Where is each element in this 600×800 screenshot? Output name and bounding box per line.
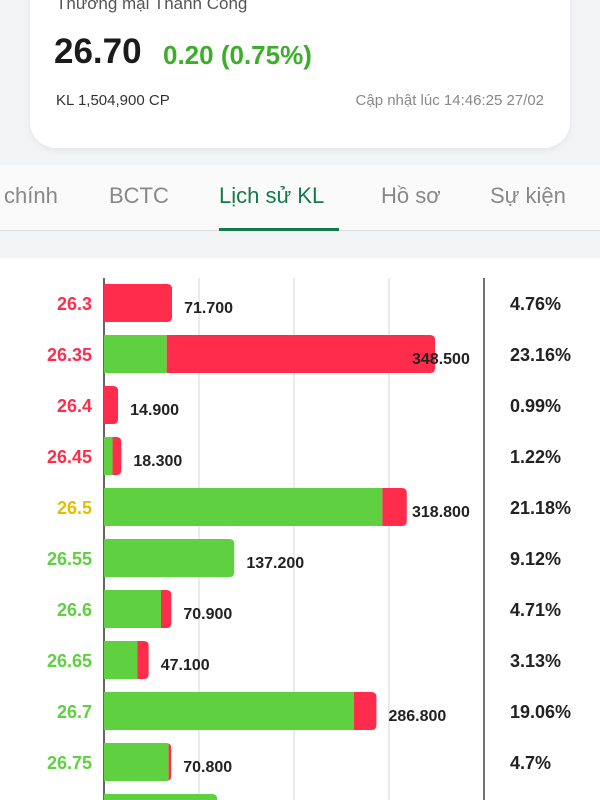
volume-label: 348.500	[412, 351, 470, 368]
volume-percent-label: 1.22%	[510, 447, 561, 467]
volume-percent-label: 4.76%	[510, 294, 561, 314]
stock-summary-card: Thương mại Thành Công 26.70 0.20 (0.75%)…	[30, 0, 570, 148]
price-level-label: 26.65	[47, 651, 92, 671]
volume-label: 70.800	[183, 759, 232, 776]
volume-by-price-panel: 26.3 71.700 4.76% 26.35 348.500 23.16% 26.4 14.…	[0, 258, 600, 800]
sell-volume-bar	[104, 386, 119, 424]
volume-percent-label: 4.7%	[510, 753, 551, 773]
tab-chinh[interactable]: chính	[4, 183, 58, 208]
tab-su-kien[interactable]: Sự kiện	[490, 183, 566, 208]
volume-label: 70.900	[183, 606, 232, 623]
volume-percent-label: 23.16%	[510, 345, 571, 365]
buy-volume-bar	[104, 794, 218, 800]
volume-label: 71.700	[184, 300, 233, 317]
price-change: 0.20 (0.75%)	[163, 40, 312, 70]
volume-by-price-chart: 26.3 71.700 4.76% 26.35 348.500 23.16% 26.4 14.…	[47, 278, 571, 800]
tab-bctc[interactable]: BCTC	[109, 183, 169, 208]
buy-volume-bar	[104, 641, 138, 679]
sell-volume-bar	[161, 590, 172, 628]
volume-label: 47.100	[161, 657, 210, 674]
current-price: 26.70	[54, 32, 142, 71]
tab-lich-su-kl[interactable]: Lịch sử KL	[219, 183, 325, 208]
volume-percent-label: 19.06%	[510, 702, 571, 722]
volume-label: 137.200	[246, 555, 304, 572]
sell-volume-bar	[353, 692, 377, 730]
price-level-label: 26.5	[57, 498, 92, 518]
company-name: Thương mại Thành Công	[56, 0, 248, 13]
price-level-label: 26.35	[47, 345, 92, 365]
price-level-label: 26.75	[47, 753, 92, 773]
volume-label: 318.800	[412, 504, 470, 521]
volume-percent-label: 9.12%	[510, 549, 561, 569]
price-level-label: 26.45	[47, 447, 92, 467]
volume-percent-label: 4.71%	[510, 600, 561, 620]
price-level-label: 26.6	[57, 600, 92, 620]
buy-volume-bar	[104, 539, 235, 577]
update-time: Cập nhật lúc 14:46:25 27/02	[355, 92, 544, 109]
volume-percent-label: 0.99%	[510, 396, 561, 416]
price-level-label: 26.55	[47, 549, 92, 569]
volume-percent-label: 3.13%	[510, 651, 561, 671]
tab-ho-so[interactable]: Hồ sơ	[381, 183, 441, 208]
total-volume: KL 1,504,900 CP	[56, 92, 170, 109]
sell-volume-bar	[112, 437, 122, 475]
sell-volume-bar	[166, 335, 436, 373]
volume-percent-label: 21.18%	[510, 498, 571, 518]
buy-volume-bar	[104, 692, 354, 730]
sell-volume-bar	[137, 641, 149, 679]
buy-volume-bar	[104, 335, 167, 373]
sell-volume-bar	[104, 284, 173, 322]
sell-volume-bar	[382, 488, 407, 526]
tab-bar: chính BCTC Lịch sử KL Hồ sơ Sự kiện	[0, 165, 600, 231]
volume-label: 14.900	[130, 402, 179, 419]
volume-label: 286.800	[388, 708, 446, 725]
buy-volume-bar	[104, 590, 161, 628]
volume-label: 18.300	[133, 453, 182, 470]
price-level-label: 26.3	[57, 294, 92, 314]
price-level-label: 26.7	[57, 702, 92, 722]
price-level-label: 26.4	[57, 396, 92, 416]
buy-volume-bar	[104, 488, 383, 526]
buy-volume-bar	[104, 437, 113, 475]
buy-volume-bar	[104, 743, 169, 781]
active-tab-indicator	[219, 228, 339, 231]
sell-volume-bar	[168, 743, 172, 781]
